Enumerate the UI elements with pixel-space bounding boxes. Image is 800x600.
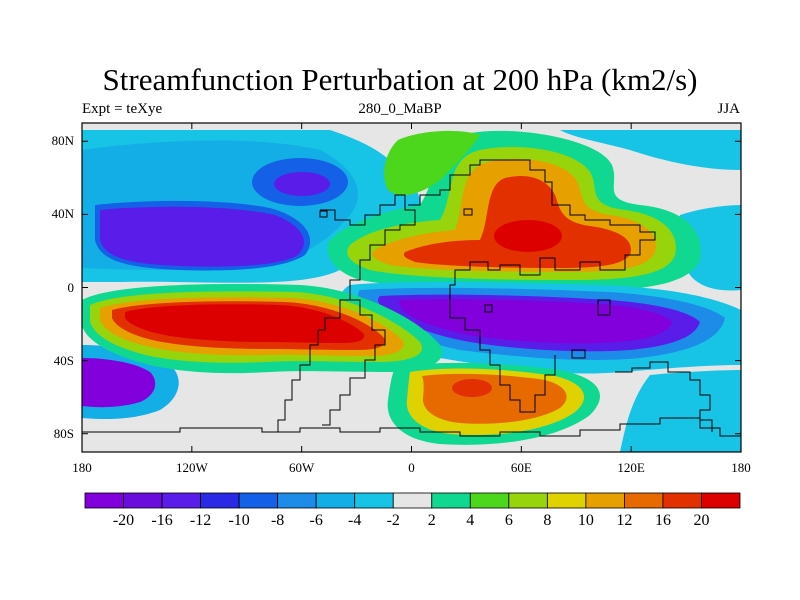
colorbar-swatch xyxy=(84,492,124,509)
latitude-label: 80N xyxy=(51,133,74,149)
contour-region-nh-neg-cell-core xyxy=(274,172,330,196)
latitude-label: 40N xyxy=(51,206,74,222)
coastlines xyxy=(82,159,741,437)
coastline-islands xyxy=(319,208,493,313)
colorbar-swatch xyxy=(431,492,471,509)
coastline-africa-eurasia xyxy=(408,159,656,413)
colorbar-swatch xyxy=(624,492,664,509)
colorbar-swatch xyxy=(469,492,510,509)
longitude-label: 120W xyxy=(175,460,208,475)
colorbar-label: 8 xyxy=(543,512,552,529)
colorbar-swatch xyxy=(315,492,356,509)
colorbar-label: -10 xyxy=(228,512,250,529)
contour-region-trop-neg-core xyxy=(399,299,672,344)
colorbar-swatch xyxy=(508,492,548,509)
experiment-label: Expt = teXye xyxy=(82,101,163,117)
colorbar-label: -20 xyxy=(112,512,135,529)
colorbar-swatch xyxy=(701,492,741,509)
colorbar-label: 10 xyxy=(577,512,594,529)
longitude-label: 180 xyxy=(72,460,92,475)
colorbar-label: 2 xyxy=(427,512,436,529)
coastline-antarctica xyxy=(82,417,741,437)
season-label: JJA xyxy=(717,101,740,117)
colorbar-swatch xyxy=(200,492,240,509)
colorbar-swatch xyxy=(546,492,587,509)
colorbar-swatch xyxy=(585,492,625,509)
contour-region-sp-pos-core xyxy=(125,304,365,343)
colorbar-label: -2 xyxy=(386,512,400,529)
case-label: 280_0_MaBP xyxy=(358,101,442,117)
colorbar-label: -8 xyxy=(270,512,285,529)
contour-region-nh-neg-12 xyxy=(100,206,304,267)
colorbar-label: 6 xyxy=(504,512,513,529)
colorbar-swatch xyxy=(354,492,394,509)
contour-region-sa-pos-core xyxy=(452,379,492,397)
colorbar-swatch xyxy=(161,492,201,509)
colorbar-label: -12 xyxy=(189,512,212,529)
colorbar-swatch xyxy=(238,492,279,509)
coastline-australia-main xyxy=(615,361,713,432)
axis-ticks xyxy=(81,123,742,452)
longitude-label: 120E xyxy=(617,460,645,475)
longitude-label: 60W xyxy=(289,460,315,475)
coastline-americas xyxy=(262,194,416,433)
longitude-label: 180 xyxy=(731,460,751,475)
colorbar-label: 12 xyxy=(616,512,633,529)
colorbar-swatch xyxy=(123,492,163,509)
colorbar-label: -16 xyxy=(151,512,173,529)
longitude-label: 60E xyxy=(510,460,532,475)
contour-region-atl-pos xyxy=(384,130,480,196)
longitude-label: 0 xyxy=(408,460,415,475)
colorbar-label: -6 xyxy=(309,512,323,529)
colorbar-swatch xyxy=(277,492,317,509)
contour-region-sh-east-neg xyxy=(620,370,741,452)
latitude-label: 40S xyxy=(53,352,74,368)
colorbar-swatch xyxy=(662,492,702,509)
contour-region-arctic-neg xyxy=(560,130,741,170)
latitude-label: 80S xyxy=(53,425,74,441)
colorbar-label: 16 xyxy=(654,512,671,529)
contour-region-asia-pos-core xyxy=(494,220,562,252)
colorbar xyxy=(84,492,741,509)
contour-field xyxy=(82,123,741,452)
colorbar-swatch xyxy=(392,492,433,509)
coastline-south-america-east xyxy=(322,299,386,426)
colorbar-label: 4 xyxy=(466,512,475,529)
colorbar-label: -4 xyxy=(348,512,362,529)
contour-region-sh-west-neg-core xyxy=(82,358,156,408)
latitude-label: 0 xyxy=(67,279,75,295)
coastline-australia xyxy=(571,299,611,359)
plot-title: Streamfunction Perturbation at 200 hPa (… xyxy=(102,62,698,97)
colorbar-label: 20 xyxy=(693,512,710,529)
